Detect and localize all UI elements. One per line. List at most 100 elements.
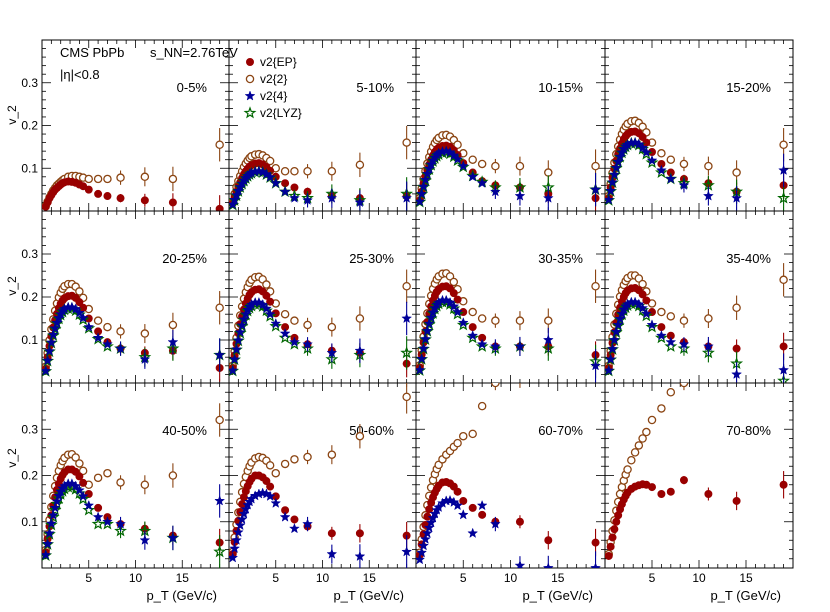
lyz-point	[48, 503, 62, 516]
four-point	[612, 319, 624, 330]
four-point	[646, 154, 658, 166]
four-point	[418, 180, 429, 192]
data-points	[605, 263, 791, 383]
two-point	[657, 149, 666, 158]
four-point	[45, 336, 57, 348]
four-point	[421, 527, 433, 538]
four-point	[231, 343, 242, 355]
four-point	[47, 329, 59, 340]
two-point	[215, 140, 224, 149]
two-point	[93, 473, 103, 483]
chart-title: CMS PbPb	[60, 45, 124, 60]
x-tick-label: 10	[504, 571, 518, 585]
ep-point	[355, 529, 364, 538]
data-points	[416, 130, 602, 211]
ep-point	[666, 487, 675, 496]
lyz-point	[654, 165, 668, 179]
legend-label-lyz: v2{LYZ}	[260, 106, 302, 120]
two-point	[168, 471, 178, 480]
two-point	[327, 166, 337, 176]
two-point	[634, 274, 644, 283]
y-tick-label: 0.3	[21, 76, 38, 90]
four-point	[42, 354, 54, 366]
lyz-point	[263, 309, 277, 322]
four-point	[70, 480, 82, 491]
y-tick-label: 0.2	[21, 290, 38, 304]
ep-point	[84, 489, 93, 498]
y-tick-label: 0.3	[21, 422, 38, 436]
two-point	[103, 174, 112, 184]
ep-point	[453, 487, 462, 496]
two-point	[657, 307, 666, 317]
ep-point	[168, 198, 177, 207]
ep-point	[544, 536, 553, 545]
data-points	[229, 269, 414, 378]
four-point	[514, 190, 526, 201]
data-points	[229, 383, 413, 568]
two-point	[515, 316, 525, 325]
panel-10-15%: 10-15%	[415, 39, 606, 212]
y-axis-label: v_2	[5, 105, 19, 125]
y-tick-label: 0.1	[21, 161, 38, 175]
two-point	[103, 468, 112, 478]
four-point	[83, 499, 95, 511]
x-tick-label: 10	[316, 571, 330, 585]
panel-60-70%: 5 10 15 p_T (GeV/c) 60-70%	[415, 382, 606, 603]
two-point	[679, 159, 689, 169]
four-point	[49, 502, 61, 513]
four-point	[326, 548, 338, 559]
four-point	[420, 174, 431, 185]
four-point	[416, 364, 426, 375]
four-point	[778, 164, 790, 175]
four-point	[214, 495, 226, 506]
four-point	[467, 527, 479, 538]
centrality-label: 0-5%	[177, 80, 208, 95]
four-point	[229, 542, 241, 554]
ep-point	[478, 510, 487, 519]
four-point	[214, 349, 226, 360]
four-point	[614, 313, 626, 324]
centrality-label: 40-50%	[162, 423, 207, 438]
ep-point	[779, 342, 788, 351]
ep-point	[657, 323, 666, 332]
four-point	[489, 186, 501, 197]
four-point	[77, 490, 89, 501]
two-point	[116, 478, 125, 487]
ep-point	[468, 503, 477, 512]
four-point	[73, 307, 85, 318]
two-point	[215, 415, 224, 425]
two-point	[290, 455, 299, 464]
lyz-point	[451, 307, 464, 320]
panel-35-40%: 35-40%	[604, 210, 794, 384]
two-point	[355, 160, 365, 170]
panel-5-10%: 5-10%	[228, 39, 417, 212]
legend-marker-two	[245, 74, 255, 84]
four-point	[590, 183, 601, 195]
legend: v2{EP} v2{2} v2{4} v2{LYZ}	[243, 55, 302, 120]
x-axis-label: p_T (GeV/c)	[522, 588, 593, 603]
two-point	[647, 415, 657, 425]
lyz-point	[664, 339, 678, 352]
ep-point	[642, 296, 651, 305]
two-point	[355, 314, 365, 323]
four-point	[73, 484, 85, 495]
four-point	[702, 190, 714, 201]
four-point	[457, 317, 469, 328]
two-point	[732, 303, 741, 312]
ep-point	[638, 290, 647, 299]
chart-energy-label: s_NN=2.76TeV	[150, 45, 238, 60]
panel-0-5%: 0.1 0.2 0.3 v_2 0-5%	[5, 39, 230, 212]
lyz-point	[269, 319, 283, 332]
ep-point	[215, 204, 224, 211]
two-point	[779, 140, 788, 149]
four-point	[489, 340, 501, 352]
two-point	[638, 279, 647, 289]
two-point	[290, 316, 299, 325]
lyz-point	[645, 155, 659, 169]
two-point	[290, 166, 299, 176]
two-point	[642, 427, 651, 437]
panel-frame	[604, 39, 794, 212]
ep-point	[610, 525, 619, 534]
two-point	[75, 287, 84, 296]
